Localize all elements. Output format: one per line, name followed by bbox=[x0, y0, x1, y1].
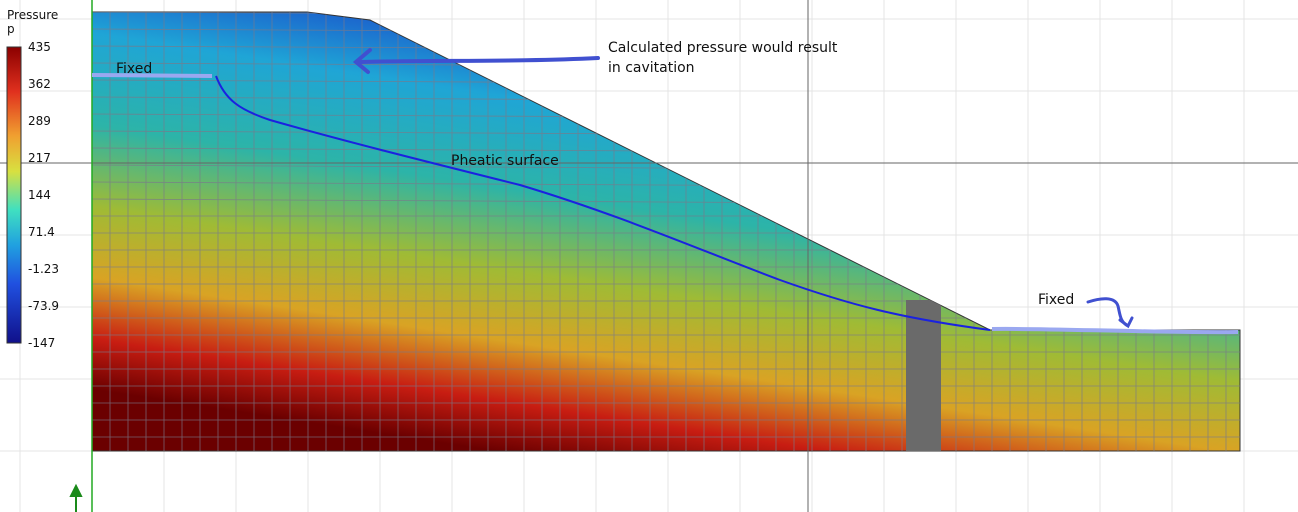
legend-label: -1.23 bbox=[28, 262, 60, 276]
fixed-boundary bbox=[991, 326, 1239, 335]
annotation-arrow bbox=[352, 48, 600, 74]
annotation-arrow bbox=[1086, 297, 1134, 329]
annotation: Fixed bbox=[116, 61, 153, 77]
legend-label: 144 bbox=[28, 188, 51, 202]
axis-arrow bbox=[69, 483, 83, 512]
legend-title: Pressure bbox=[7, 8, 59, 22]
legend-label: -73.9 bbox=[28, 299, 60, 313]
annotation: Calculated pressure would result in cavi… bbox=[608, 40, 838, 76]
annotation: Pheatic surface bbox=[451, 153, 559, 169]
annotation: Fixed bbox=[1038, 292, 1075, 308]
legend-label: -147 bbox=[28, 336, 56, 350]
legend-colorbar bbox=[6, 46, 22, 344]
legend-label: 435 bbox=[28, 40, 51, 54]
legend-label: 362 bbox=[28, 77, 51, 91]
legend-variable: p bbox=[7, 22, 15, 36]
fixed-boundary bbox=[91, 73, 213, 78]
phreatic-line bbox=[215, 75, 991, 331]
legend-label: 71.4 bbox=[28, 225, 55, 239]
legend-label: 217 bbox=[28, 151, 51, 165]
drain bbox=[906, 300, 941, 451]
legend-label: 289 bbox=[28, 114, 51, 128]
